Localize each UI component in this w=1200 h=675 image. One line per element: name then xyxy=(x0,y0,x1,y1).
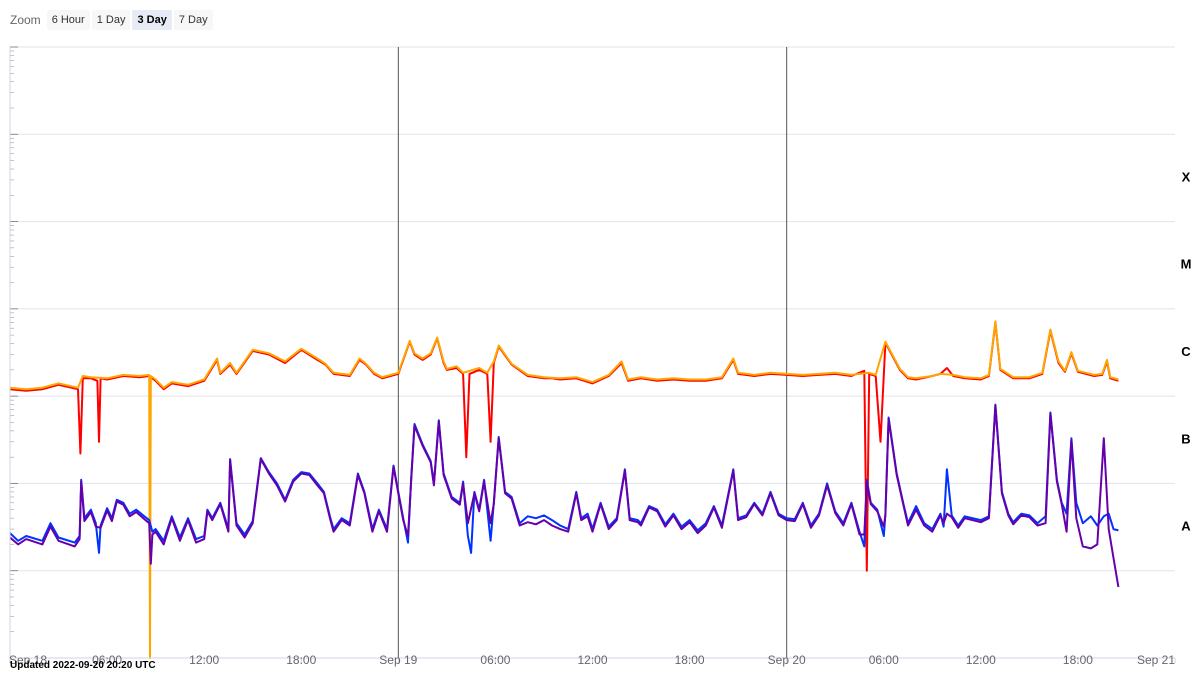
x-tick-label: 06:00 xyxy=(869,653,899,667)
x-tick-label: 06:00 xyxy=(480,653,510,667)
series-layer xyxy=(9,320,1120,659)
zoom-6-hour-button[interactable]: 6 Hour xyxy=(46,10,90,30)
x-tick-label: 12:00 xyxy=(577,653,607,667)
updated-timestamp: Updated 2022-09-20 20:20 UTC xyxy=(10,660,156,671)
zoom-bar: Zoom 6 Hour 1 Day 3 Day 7 Day xyxy=(10,8,213,32)
grid-layer xyxy=(10,46,1175,658)
zoom-label: Zoom xyxy=(10,13,41,27)
zoom-3-day-button[interactable]: 3 Day xyxy=(132,10,172,30)
flare-class-label: X xyxy=(1182,169,1191,184)
flare-class-label: C xyxy=(1181,344,1191,359)
series-line-short-secondary xyxy=(9,404,1120,588)
series-line-long-secondary xyxy=(9,320,1119,659)
axis-layer: Sep 18 06:00 12:00 18:00 Sep 19 06:00 12:00 18:… xyxy=(9,46,1176,667)
x-tick-label: Sep 21 xyxy=(1137,653,1175,667)
x-tick-label: Sep 19 xyxy=(379,653,417,667)
flare-class-label: M xyxy=(1181,257,1192,272)
x-tick-label: 12:00 xyxy=(966,653,996,667)
flare-class-label: A xyxy=(1181,519,1191,534)
x-tick-label: Sep 20 xyxy=(768,653,806,667)
x-tick-label: 18:00 xyxy=(286,653,316,667)
flare-class-label: B xyxy=(1181,431,1190,446)
series-line-long-primary xyxy=(9,321,1119,572)
x-tick-label: 18:00 xyxy=(1063,653,1093,667)
flare-class-labels: X M C B A xyxy=(1181,169,1192,533)
x-tick-label: 18:00 xyxy=(675,653,705,667)
zoom-7-day-button[interactable]: 7 Day xyxy=(173,10,213,30)
x-tick-label: Sep 18 xyxy=(9,653,47,667)
series-line-short-primary xyxy=(9,403,1119,554)
x-tick-label: 06:00 xyxy=(92,653,122,667)
zoom-1-day-button[interactable]: 1 Day xyxy=(91,10,131,30)
x-tick-label: 12:00 xyxy=(189,653,219,667)
